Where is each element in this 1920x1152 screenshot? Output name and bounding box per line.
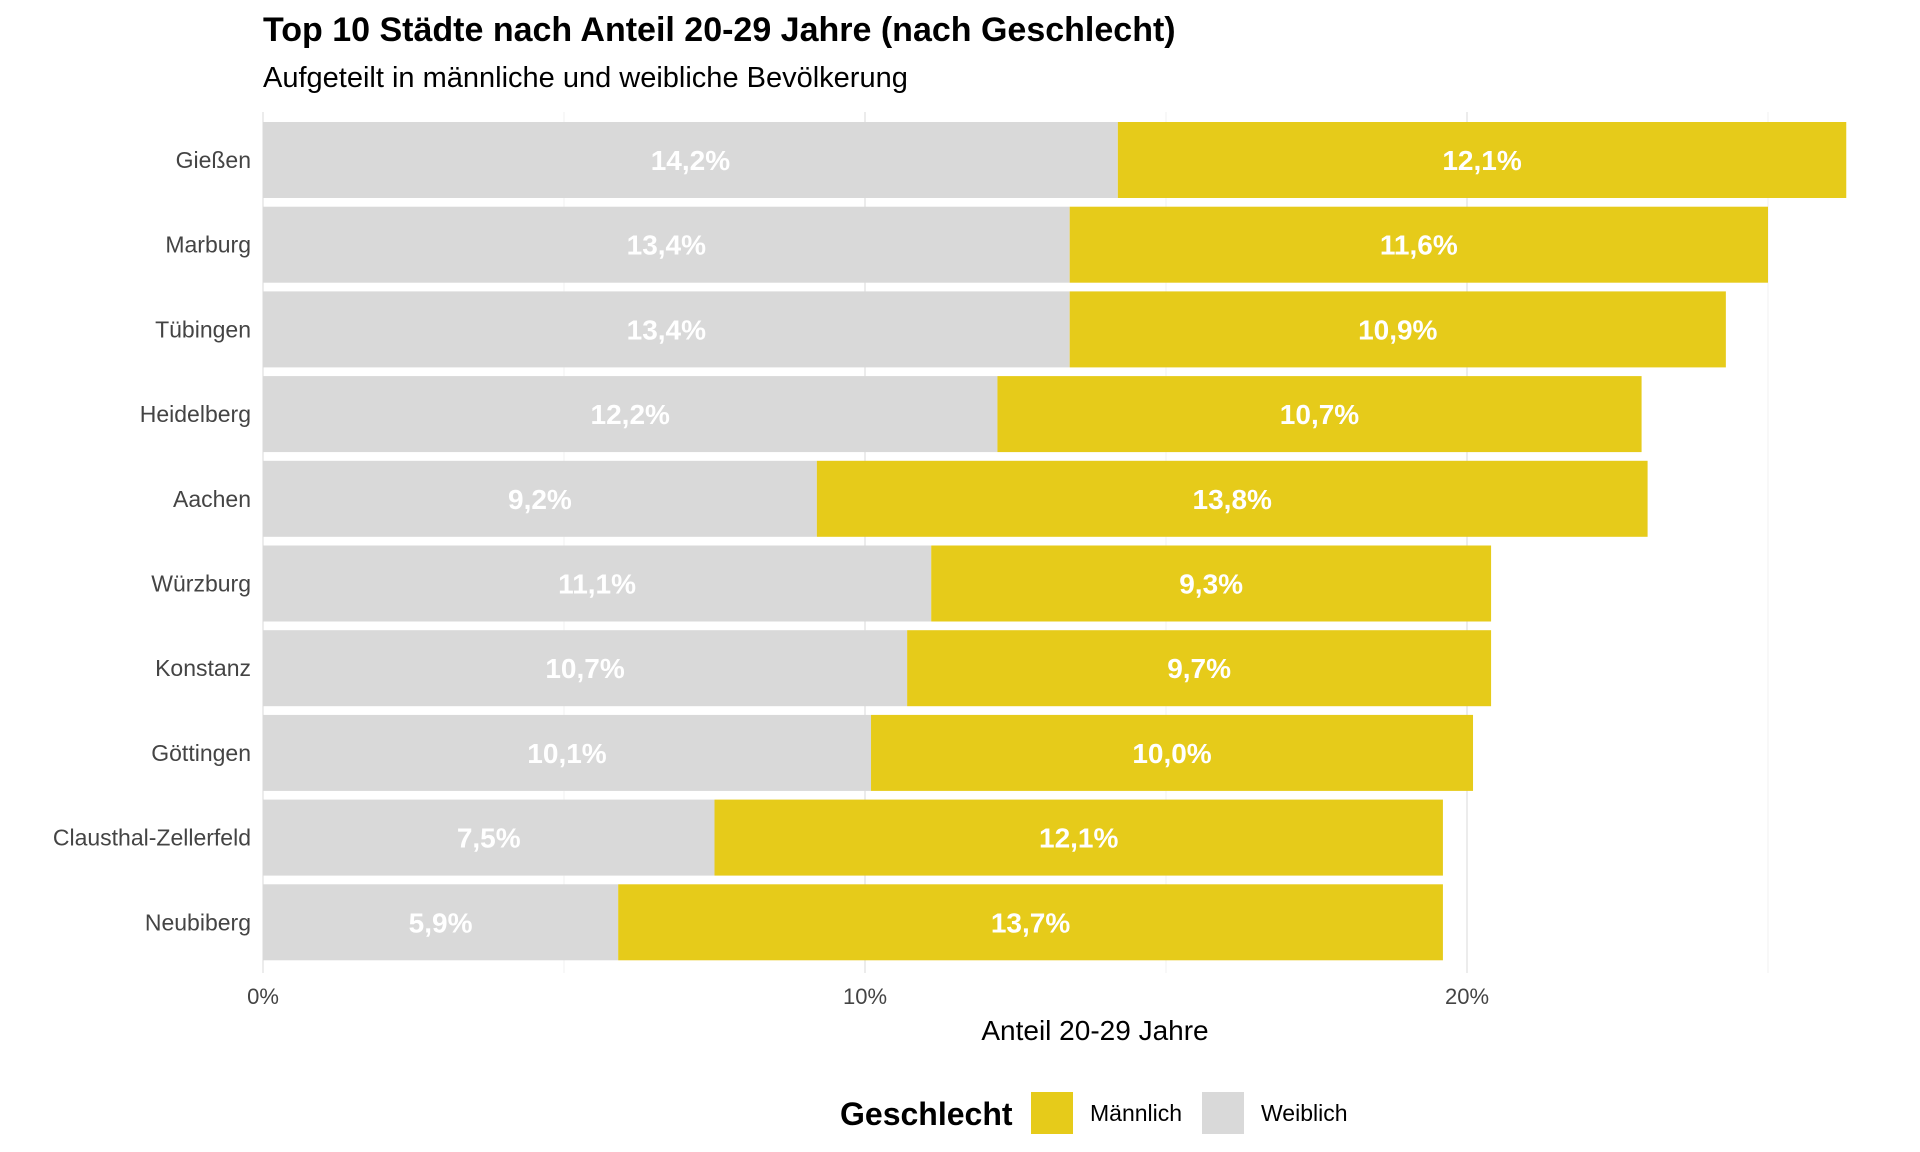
bar-weiblich bbox=[263, 460, 817, 537]
bars: Gießen 14,2% 12,1% Marburg 13,4% 11,6% Tübinge… bbox=[53, 122, 1847, 961]
bar-männlich bbox=[931, 545, 1492, 622]
x-tick-label: 10% bbox=[843, 984, 887, 1009]
bar-weiblich bbox=[263, 799, 715, 876]
bar-männlich bbox=[871, 714, 1474, 791]
bar-data-label: 7,5% bbox=[457, 823, 521, 854]
bar-data-label: 13,7% bbox=[991, 907, 1070, 938]
x-axis-label: Anteil 20-29 Jahre bbox=[981, 1015, 1208, 1046]
bar-männlich bbox=[997, 376, 1642, 453]
bar-data-label: 11,6% bbox=[1380, 230, 1458, 261]
bar-data-label: 14,2% bbox=[651, 145, 730, 176]
bar-data-label: 10,7% bbox=[1280, 399, 1359, 430]
bar-data-label: 10,0% bbox=[1132, 738, 1211, 769]
y-tick-label: Tübingen bbox=[155, 316, 251, 342]
legend-title: Geschlecht bbox=[840, 1096, 1013, 1132]
legend: Geschlecht Männlich Weiblich bbox=[840, 1092, 1348, 1134]
bar-weiblich bbox=[263, 884, 619, 961]
legend-label-maennlich: Männlich bbox=[1090, 1100, 1182, 1126]
bar-data-label: 13,4% bbox=[627, 230, 706, 261]
bar-weiblich bbox=[263, 630, 908, 707]
x-axis-ticks: 0% 10% 20% bbox=[247, 984, 1489, 1009]
chart-title: Top 10 Städte nach Anteil 20-29 Jahre (n… bbox=[263, 11, 1176, 49]
y-tick-label: Neubiberg bbox=[145, 909, 251, 935]
bar-data-label: 9,7% bbox=[1167, 653, 1231, 684]
bar-männlich bbox=[1069, 291, 1726, 368]
bar-data-label: 9,2% bbox=[508, 484, 572, 515]
bar-weiblich bbox=[263, 714, 872, 791]
bar-männlich bbox=[618, 884, 1443, 961]
y-tick-label: Aachen bbox=[173, 486, 251, 512]
bar-weiblich bbox=[263, 206, 1070, 283]
y-tick-label: Göttingen bbox=[151, 740, 251, 766]
bar-weiblich bbox=[263, 545, 932, 622]
bar-männlich bbox=[1117, 122, 1847, 198]
bar-data-label: 12,1% bbox=[1039, 823, 1118, 854]
bar-weiblich bbox=[263, 122, 1118, 198]
legend-swatch-maennlich bbox=[1031, 1092, 1073, 1134]
bar-data-label: 13,8% bbox=[1193, 484, 1272, 515]
y-tick-label: Würzburg bbox=[151, 571, 251, 597]
bar-data-label: 10,1% bbox=[527, 738, 606, 769]
bar-männlich bbox=[1069, 206, 1768, 283]
y-tick-label: Konstanz bbox=[155, 655, 251, 681]
bar-data-label: 5,9% bbox=[409, 907, 473, 938]
y-tick-label: Clausthal-Zellerfeld bbox=[53, 825, 251, 851]
y-tick-label: Gießen bbox=[176, 147, 251, 173]
legend-label-weiblich: Weiblich bbox=[1261, 1100, 1348, 1126]
x-tick-label: 0% bbox=[247, 984, 279, 1009]
bar-männlich bbox=[907, 630, 1492, 707]
bar-weiblich bbox=[263, 376, 998, 453]
bar-männlich bbox=[714, 799, 1443, 876]
bar-data-label: 12,1% bbox=[1442, 145, 1521, 176]
legend-swatch-weiblich bbox=[1202, 1092, 1244, 1134]
y-tick-label: Heidelberg bbox=[140, 401, 251, 427]
chart-subtitle: Aufgeteilt in männliche und weibliche Be… bbox=[263, 62, 908, 94]
bar-data-label: 13,4% bbox=[627, 314, 706, 345]
bar-data-label: 10,9% bbox=[1358, 314, 1437, 345]
bar-data-label: 10,7% bbox=[545, 653, 624, 684]
bar-data-label: 12,2% bbox=[591, 399, 670, 430]
bar-männlich bbox=[816, 460, 1648, 537]
bar-data-label: 9,3% bbox=[1179, 569, 1243, 600]
bar-weiblich bbox=[263, 291, 1070, 368]
bar-data-label: 11,1% bbox=[558, 569, 636, 600]
x-tick-label: 20% bbox=[1445, 984, 1489, 1009]
y-tick-label: Marburg bbox=[165, 232, 251, 258]
